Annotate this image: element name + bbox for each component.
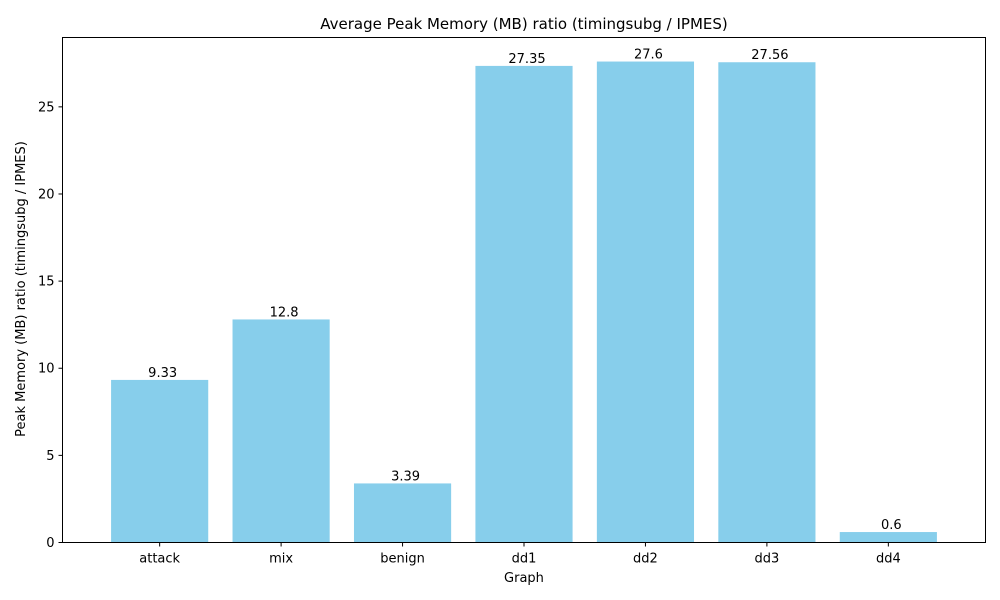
bar-benign [353, 483, 452, 543]
data-label-mix: 12.8 [270, 305, 299, 320]
data-label-benign: 3.39 [391, 469, 420, 484]
data-label-dd3: 27.56 [751, 48, 788, 63]
data-label-dd2: 27.6 [634, 48, 663, 63]
data-label-attack: 9.33 [148, 366, 177, 381]
x-tick-label-dd3: dd3 [755, 552, 780, 567]
y-tick-label-0: 0 [46, 536, 54, 551]
y-tick-label-10: 10 [38, 362, 55, 377]
chart-title: Average Peak Memory (MB) ratio (timingsu… [320, 15, 728, 33]
y-tick-label-20: 20 [38, 187, 55, 202]
x-tick-label-attack: attack [139, 552, 180, 567]
data-label-dd4: 0.6 [881, 518, 902, 533]
x-axis: attack mix benign dd1 dd2 dd3 dd4 [139, 542, 901, 567]
bar-dd4 [839, 532, 937, 543]
y-tick-label-5: 5 [46, 449, 54, 464]
x-axis-label: Graph [504, 571, 544, 586]
data-label-dd1: 27.35 [508, 52, 545, 67]
x-tick-label-mix: mix [269, 552, 293, 567]
x-tick-label-dd2: dd2 [633, 552, 658, 567]
x-tick-label-dd4: dd4 [876, 552, 901, 567]
bar-attack [111, 379, 209, 543]
x-tick-label-dd1: dd1 [512, 552, 537, 567]
bar-mix [232, 319, 330, 543]
bar-dd1 [475, 65, 573, 543]
y-axis-label: Peak Memory (MB) ratio (timingsubg / IPM… [14, 141, 29, 437]
y-tick-label-25: 25 [38, 100, 55, 115]
x-tick-label-benign: benign [380, 552, 425, 567]
data-labels-layer: 9.33 12.8 3.39 27.35 27.6 27.56 0.6 [148, 48, 902, 533]
bar-dd3 [718, 62, 816, 543]
y-tick-label-15: 15 [38, 275, 55, 290]
plot-frame [62, 37, 986, 543]
bars-layer [111, 61, 937, 543]
bar-dd2 [596, 61, 695, 543]
y-axis: 0 5 10 15 20 25 [38, 100, 63, 551]
